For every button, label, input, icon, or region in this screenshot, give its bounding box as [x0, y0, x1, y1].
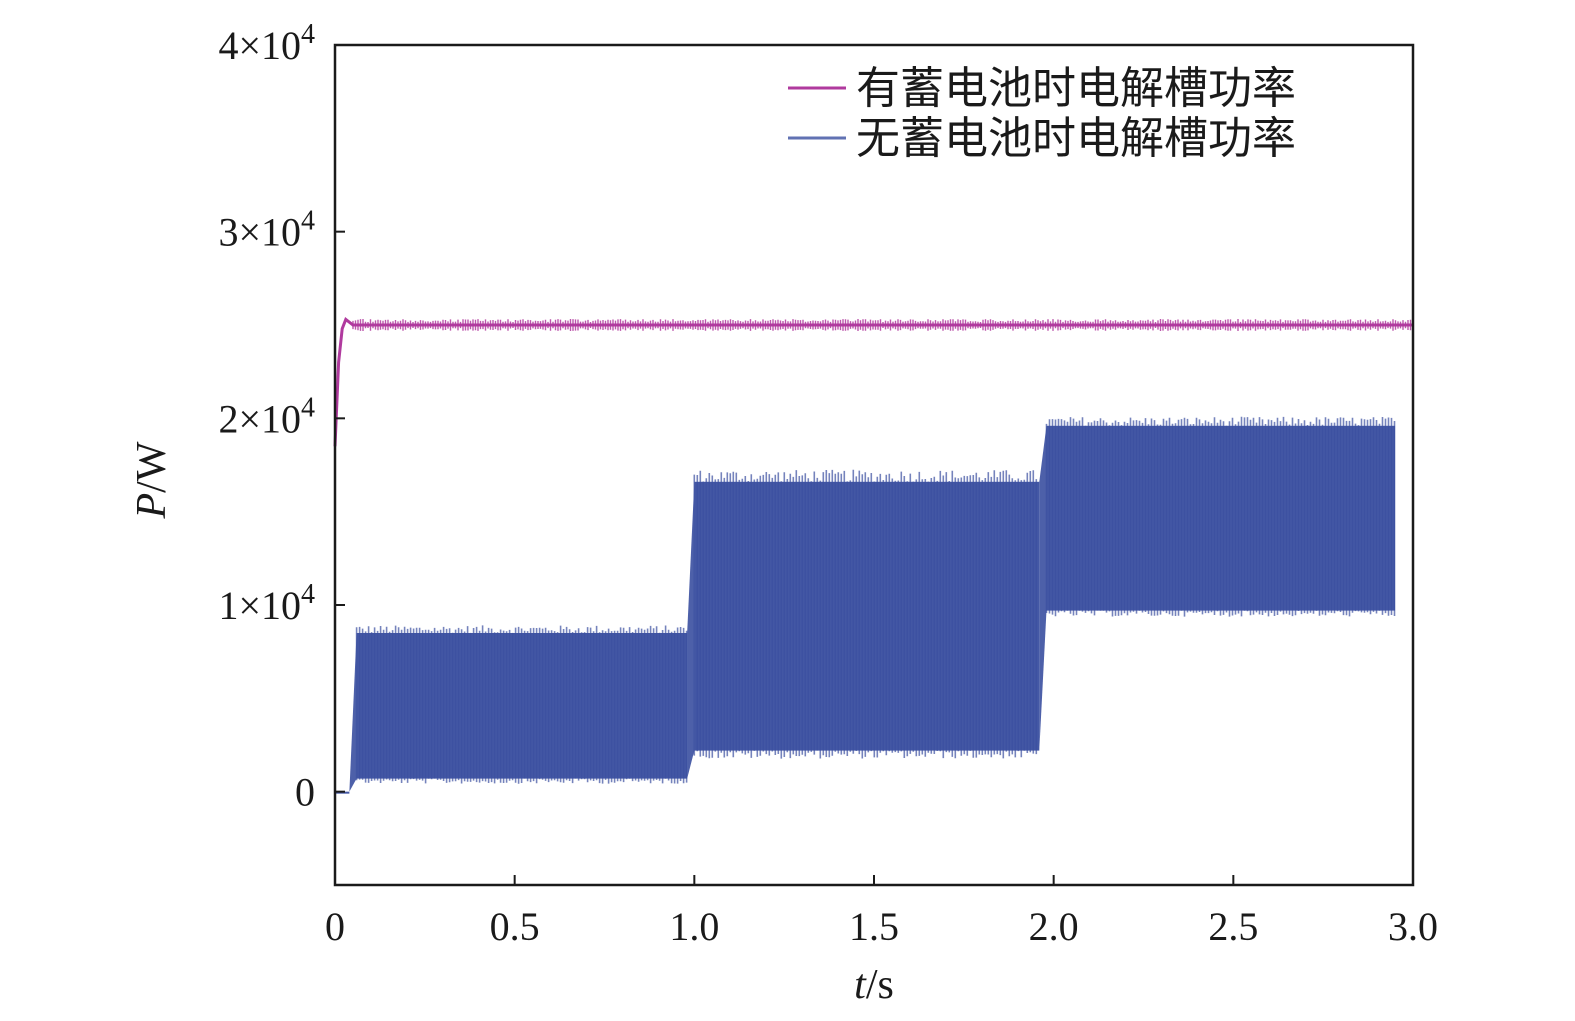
- y-tick-label: 3×104: [218, 206, 315, 255]
- y-axis: 0 1×104 2×104 3×104 4×104: [218, 19, 345, 815]
- series-without-battery: [335, 416, 1396, 794]
- x-tick-label: 0: [325, 904, 345, 949]
- x-tick-label: 3.0: [1388, 904, 1438, 949]
- oscillation-edges: [355, 625, 688, 784]
- y-axis-title: P/W: [129, 441, 175, 519]
- y-tick-label: 1×104: [218, 579, 315, 628]
- ripple-with-battery: [352, 319, 1414, 331]
- x-axis-title-var: t: [854, 962, 867, 1008]
- step-transition: [1039, 425, 1047, 751]
- x-axis-title-unit: /s: [866, 962, 894, 1008]
- series-layer: [333, 316, 1414, 794]
- y-axis-title-var: P: [129, 493, 175, 520]
- oscillation-edges: [1045, 416, 1396, 617]
- y-tick-label: 2×104: [218, 392, 315, 441]
- step-transition: [349, 633, 357, 792]
- y-tick-label: 0: [295, 770, 315, 815]
- x-tick-label: 1.0: [669, 904, 719, 949]
- legend-label-with-battery: 有蓄电池时电解槽功率: [856, 63, 1296, 114]
- y-axis-title-unit: /W: [129, 441, 175, 493]
- x-axis-title: t/s: [854, 962, 894, 1008]
- x-tick-label: 2.0: [1029, 904, 1079, 949]
- x-tick-label: 2.5: [1208, 904, 1258, 949]
- series-with-battery: [333, 316, 1414, 447]
- x-tick-label: 0.5: [490, 904, 540, 949]
- legend: 有蓄电池时电解槽功率 无蓄电池时电解槽功率: [788, 63, 1296, 164]
- oscillation-edges: [693, 469, 1038, 759]
- step-transition: [687, 481, 695, 779]
- legend-label-without-battery: 无蓄电池时电解槽功率: [856, 113, 1296, 164]
- x-axis: 0 0.5 1.0 1.5 2.0 2.5 3.0: [325, 875, 1438, 949]
- y-tick-label: 4×104: [218, 19, 315, 68]
- x-tick-label: 1.5: [849, 904, 899, 949]
